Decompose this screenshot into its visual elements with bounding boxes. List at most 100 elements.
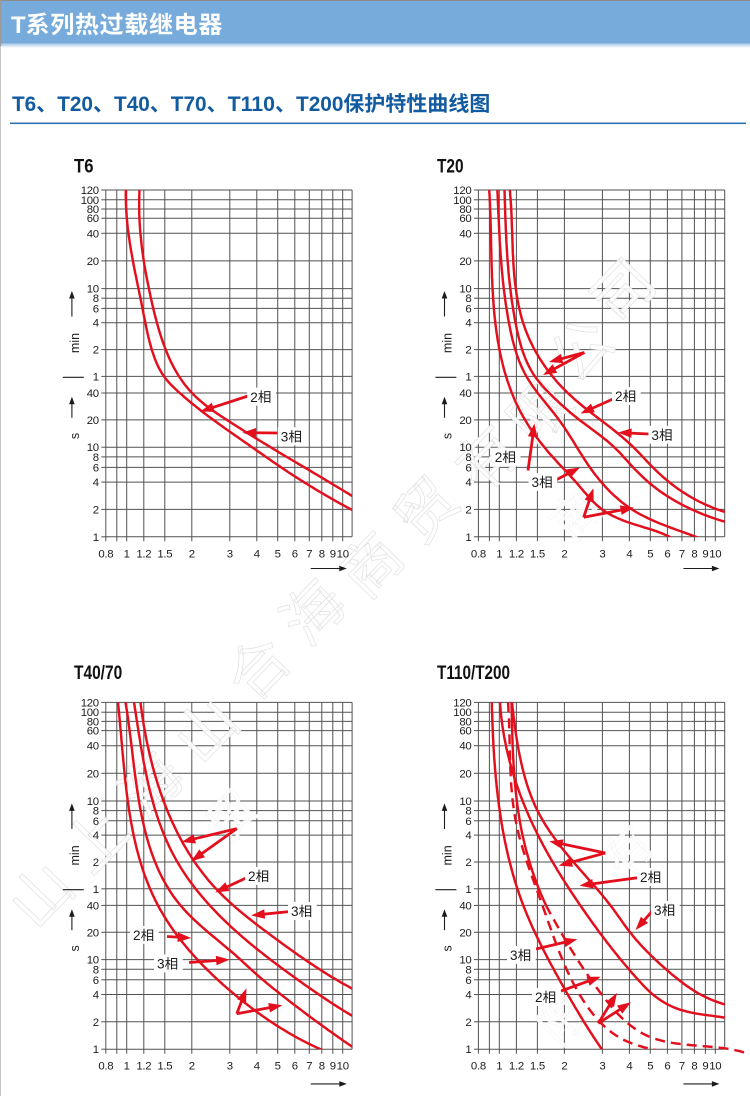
- svg-text:7: 7: [306, 1061, 312, 1073]
- svg-text:1: 1: [465, 884, 471, 896]
- svg-text:2: 2: [535, 990, 543, 1005]
- svg-text:1.5: 1.5: [157, 548, 172, 560]
- svg-text:T110/T200: T110/T200: [437, 663, 510, 684]
- svg-text:2: 2: [465, 504, 471, 516]
- svg-text:min: min: [68, 333, 82, 353]
- svg-text:2: 2: [465, 857, 471, 869]
- svg-text:5: 5: [275, 1061, 281, 1073]
- svg-text:T20: T20: [437, 156, 464, 177]
- svg-text:1: 1: [496, 548, 502, 560]
- svg-text:4: 4: [465, 830, 471, 842]
- svg-text:T40/70: T40/70: [74, 663, 122, 684]
- svg-text:6: 6: [292, 548, 298, 560]
- svg-text:20: 20: [459, 768, 471, 780]
- svg-text:s: s: [68, 945, 82, 951]
- svg-text:1: 1: [93, 532, 99, 544]
- svg-text:4: 4: [465, 318, 471, 330]
- svg-text:2: 2: [93, 504, 99, 516]
- svg-text:2: 2: [495, 450, 503, 465]
- svg-text:9: 9: [702, 548, 708, 560]
- svg-text:20: 20: [87, 927, 99, 939]
- svg-text:T70: T70: [171, 93, 207, 116]
- svg-text:2: 2: [465, 1017, 471, 1029]
- svg-text:1.2: 1.2: [509, 1061, 524, 1073]
- svg-text:T40: T40: [114, 93, 150, 116]
- svg-text:1: 1: [465, 1044, 471, 1056]
- svg-text:6: 6: [465, 303, 471, 315]
- svg-text:0.8: 0.8: [98, 548, 113, 560]
- svg-text:s: s: [440, 945, 454, 951]
- svg-text:40: 40: [87, 741, 99, 753]
- svg-text:3: 3: [510, 948, 518, 963]
- svg-text:8: 8: [691, 1061, 697, 1073]
- svg-text:2: 2: [93, 345, 99, 357]
- svg-text:s: s: [440, 433, 454, 439]
- svg-text:7: 7: [679, 1061, 685, 1073]
- svg-text:1: 1: [93, 884, 99, 896]
- svg-text:7: 7: [306, 548, 312, 560]
- svg-text:1: 1: [496, 1061, 502, 1073]
- svg-text:3: 3: [599, 548, 605, 560]
- svg-text:s: s: [68, 433, 82, 439]
- svg-text:60: 60: [459, 726, 471, 738]
- svg-text:3: 3: [227, 1061, 233, 1073]
- svg-text:2: 2: [640, 870, 648, 885]
- svg-text:10: 10: [709, 548, 721, 560]
- svg-text:3: 3: [532, 475, 540, 490]
- svg-text:0.8: 0.8: [471, 548, 486, 560]
- svg-text:6: 6: [292, 1061, 298, 1073]
- svg-text:6: 6: [93, 462, 99, 474]
- svg-text:20: 20: [87, 768, 99, 780]
- svg-text:1: 1: [465, 532, 471, 544]
- svg-text:20: 20: [459, 256, 471, 268]
- svg-text:4: 4: [93, 477, 99, 489]
- svg-text:4: 4: [93, 990, 99, 1002]
- svg-text:2: 2: [133, 928, 141, 943]
- svg-text:40: 40: [87, 228, 99, 240]
- svg-text:T6: T6: [74, 156, 94, 177]
- svg-text:4: 4: [93, 318, 99, 330]
- svg-text:8: 8: [319, 1061, 325, 1073]
- svg-text:5: 5: [275, 548, 281, 560]
- svg-text:0.8: 0.8: [471, 1061, 486, 1073]
- svg-text:6: 6: [465, 462, 471, 474]
- svg-text:1.2: 1.2: [136, 548, 151, 560]
- svg-text:6: 6: [93, 303, 99, 315]
- svg-text:40: 40: [87, 388, 99, 400]
- svg-text:3: 3: [157, 957, 165, 972]
- svg-text:T: T: [11, 12, 26, 39]
- svg-text:min: min: [440, 333, 454, 353]
- svg-text:6: 6: [465, 975, 471, 987]
- svg-text:20: 20: [87, 256, 99, 268]
- svg-text:2: 2: [465, 345, 471, 357]
- svg-text:6: 6: [465, 816, 471, 828]
- svg-text:60: 60: [459, 213, 471, 225]
- svg-text:1: 1: [124, 548, 130, 560]
- svg-text:1.2: 1.2: [509, 548, 524, 560]
- svg-text:40: 40: [459, 900, 471, 912]
- svg-text:6: 6: [664, 548, 670, 560]
- svg-text:min: min: [68, 845, 82, 865]
- svg-text:T110: T110: [228, 93, 275, 116]
- svg-text:6: 6: [93, 816, 99, 828]
- svg-text:40: 40: [459, 228, 471, 240]
- svg-text:2: 2: [189, 1061, 195, 1073]
- svg-text:3: 3: [654, 903, 662, 918]
- svg-text:2: 2: [189, 548, 195, 560]
- svg-text:4: 4: [254, 1061, 260, 1073]
- svg-text:40: 40: [459, 388, 471, 400]
- svg-text:1: 1: [93, 371, 99, 383]
- svg-text:1: 1: [465, 371, 471, 383]
- svg-text:1.2: 1.2: [136, 1061, 151, 1073]
- svg-text:2: 2: [93, 1017, 99, 1029]
- svg-text:20: 20: [459, 415, 471, 427]
- svg-text:2: 2: [250, 390, 258, 405]
- svg-text:4: 4: [465, 990, 471, 1002]
- svg-text:1.5: 1.5: [157, 1061, 172, 1073]
- svg-text:20: 20: [87, 415, 99, 427]
- svg-text:60: 60: [87, 213, 99, 225]
- svg-text:5: 5: [647, 1061, 653, 1073]
- svg-text:8: 8: [691, 548, 697, 560]
- svg-text:8: 8: [319, 548, 325, 560]
- svg-text:4: 4: [254, 548, 260, 560]
